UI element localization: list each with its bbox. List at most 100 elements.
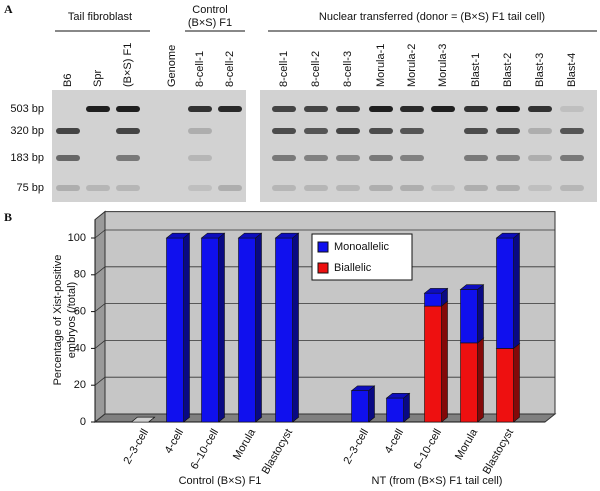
bar (351, 390, 369, 423)
lane-label: 8-cell-1 (194, 51, 206, 87)
gel-band (116, 128, 140, 134)
bar (424, 292, 442, 307)
x-tick-label: Morula (453, 426, 481, 462)
gel-band (86, 185, 110, 191)
bar-side (513, 342, 520, 423)
lane-label: Blast-2 (502, 53, 514, 87)
y-axis-label: Percentage of Xist-positive (52, 255, 64, 386)
lane-label: 8-cell-1 (278, 51, 290, 87)
x-tick-label: Morula (231, 426, 259, 462)
lane-group-title: (B×S) F1 (188, 17, 232, 29)
lane-label: Spr (92, 70, 104, 87)
lane-label: B6 (62, 74, 74, 87)
bar-top (130, 416, 156, 423)
gel-band (86, 106, 110, 112)
gel-band (336, 106, 360, 112)
gel-band (188, 106, 212, 112)
bar (496, 237, 514, 349)
gel-band (496, 128, 520, 134)
gel-band (56, 155, 80, 161)
lane-label: 8-cell-2 (224, 51, 236, 87)
bar-side (255, 232, 262, 423)
side-wall (94, 210, 106, 424)
gel-band (496, 106, 520, 112)
x-tick-label: Blastocyst (481, 427, 516, 476)
gel-band (400, 185, 424, 191)
bar-top (237, 232, 263, 239)
gel-band (272, 128, 296, 134)
bar-top (350, 385, 376, 392)
gel-band (496, 155, 520, 161)
gel-band (369, 185, 393, 191)
bar-top (495, 232, 521, 239)
gel-band (116, 106, 140, 112)
gel-band (496, 185, 520, 191)
gel-band (116, 185, 140, 191)
floor (93, 413, 557, 423)
bar (460, 289, 478, 344)
y-tick-label: 80 (74, 269, 86, 281)
gel-band (116, 155, 140, 161)
lane-group-title: Tail fibroblast (68, 11, 132, 23)
bar-top (274, 232, 300, 239)
grid-line (94, 229, 555, 239)
bar-side (218, 232, 225, 423)
lane-label: Genome (166, 45, 178, 87)
gel-band (304, 128, 328, 134)
gel-band (528, 106, 552, 112)
gel-band (218, 185, 242, 191)
gel-band (369, 106, 393, 112)
gel-band (304, 106, 328, 112)
gel-left (52, 90, 246, 202)
lane-label: 8-cell-2 (310, 51, 322, 87)
bar-top (385, 392, 411, 399)
gel-band (188, 185, 212, 191)
lane-label: (B×S) F1 (122, 43, 134, 87)
y-tick-label: 100 (68, 232, 86, 244)
gel-band (464, 155, 488, 161)
bar-side (477, 284, 484, 344)
lane-label: Blast-1 (470, 53, 482, 87)
lane-group-title: Control (192, 4, 227, 16)
gel-band (272, 185, 296, 191)
marker-label: 503 bp (10, 103, 44, 115)
x-tick-label: 2–3-cell (341, 427, 371, 466)
bar (238, 237, 256, 423)
gel-band (304, 185, 328, 191)
gel-band (464, 185, 488, 191)
gel-band (560, 106, 584, 112)
gel-band (304, 155, 328, 161)
lane-group-title: Nuclear transferred (donor = (B×S) F1 ta… (319, 11, 545, 23)
lane-label: Blast-4 (566, 53, 578, 87)
gel-band (528, 155, 552, 161)
y-tick-label: 0 (80, 416, 86, 428)
gel-band (272, 106, 296, 112)
gel-band (272, 155, 296, 161)
gel-band (400, 155, 424, 161)
bar-side (513, 232, 520, 350)
gel-band (56, 128, 80, 134)
legend-swatch (317, 262, 329, 274)
x-tick-label: 4-cell (383, 427, 407, 456)
y-tick-label: 60 (74, 306, 86, 318)
bar (201, 237, 219, 423)
gel-band (56, 185, 80, 191)
gel-band (528, 185, 552, 191)
legend-box (311, 233, 413, 281)
x-tick-label: 2–3-cell (121, 427, 151, 466)
gel-band (464, 128, 488, 134)
gel-band (560, 185, 584, 191)
gel-band (400, 128, 424, 134)
gel-band (431, 185, 455, 191)
bar (460, 342, 478, 423)
y-tick-label: 20 (74, 379, 86, 391)
bar-top (459, 284, 485, 290)
bar-side (183, 232, 190, 423)
bar-side (477, 337, 484, 423)
panel-label: A (4, 2, 13, 16)
marker-label: 183 bp (10, 152, 44, 164)
group-label: Control (B×S) F1 (179, 475, 262, 487)
x-tick-label: Blastocyst (260, 427, 295, 476)
panel-label: B (4, 210, 12, 224)
